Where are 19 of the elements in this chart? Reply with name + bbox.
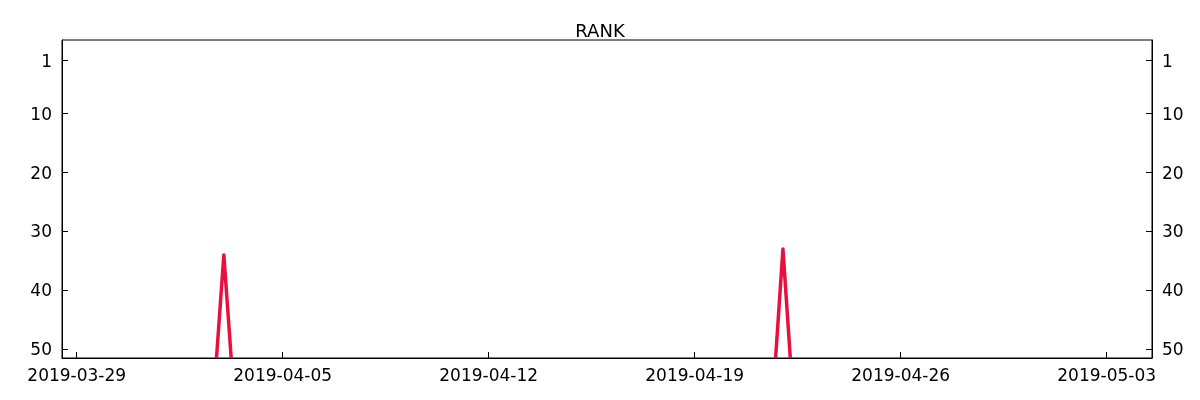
y-tick-label: 50 [30, 339, 52, 360]
y-tick-label: 1 [41, 50, 52, 71]
x-tick-label: 2019-04-26 [851, 364, 951, 385]
chart-title: RANK [575, 19, 626, 41]
x-tick-label: 2019-04-12 [439, 364, 539, 385]
x-tick-label: 2019-04-19 [645, 364, 745, 385]
x-tick-label: 2019-04-05 [233, 364, 333, 385]
x-tick-label: 2019-05-03 [1057, 364, 1157, 385]
y-tick-label: 30 [30, 221, 52, 242]
y-tick-label: 40 [30, 280, 52, 301]
y-tick-label: 20 [30, 162, 52, 183]
y2-tick-label: 30 [1162, 221, 1184, 242]
y2-tick-label: 40 [1162, 280, 1184, 301]
y2-tick-label: 10 [1162, 103, 1184, 124]
y2-tick-label: 1 [1162, 50, 1173, 71]
y2-tick-label: 20 [1162, 162, 1184, 183]
y2-tick-label: 50 [1162, 339, 1184, 360]
y-tick-label: 10 [30, 103, 52, 124]
x-tick-label: 2019-03-29 [27, 364, 127, 385]
